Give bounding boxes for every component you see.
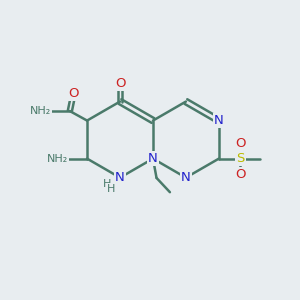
- Text: N: N: [181, 171, 191, 184]
- Text: O: O: [235, 137, 245, 150]
- Text: H: H: [107, 184, 115, 194]
- Text: N: N: [148, 152, 158, 165]
- Text: O: O: [235, 168, 245, 181]
- Text: N: N: [115, 171, 125, 184]
- Text: N: N: [214, 114, 224, 127]
- Text: NH₂: NH₂: [46, 154, 68, 164]
- Text: O: O: [115, 76, 125, 90]
- Text: H: H: [103, 179, 111, 189]
- Text: O: O: [68, 87, 79, 100]
- Text: NH₂: NH₂: [30, 106, 51, 116]
- Text: S: S: [236, 152, 244, 165]
